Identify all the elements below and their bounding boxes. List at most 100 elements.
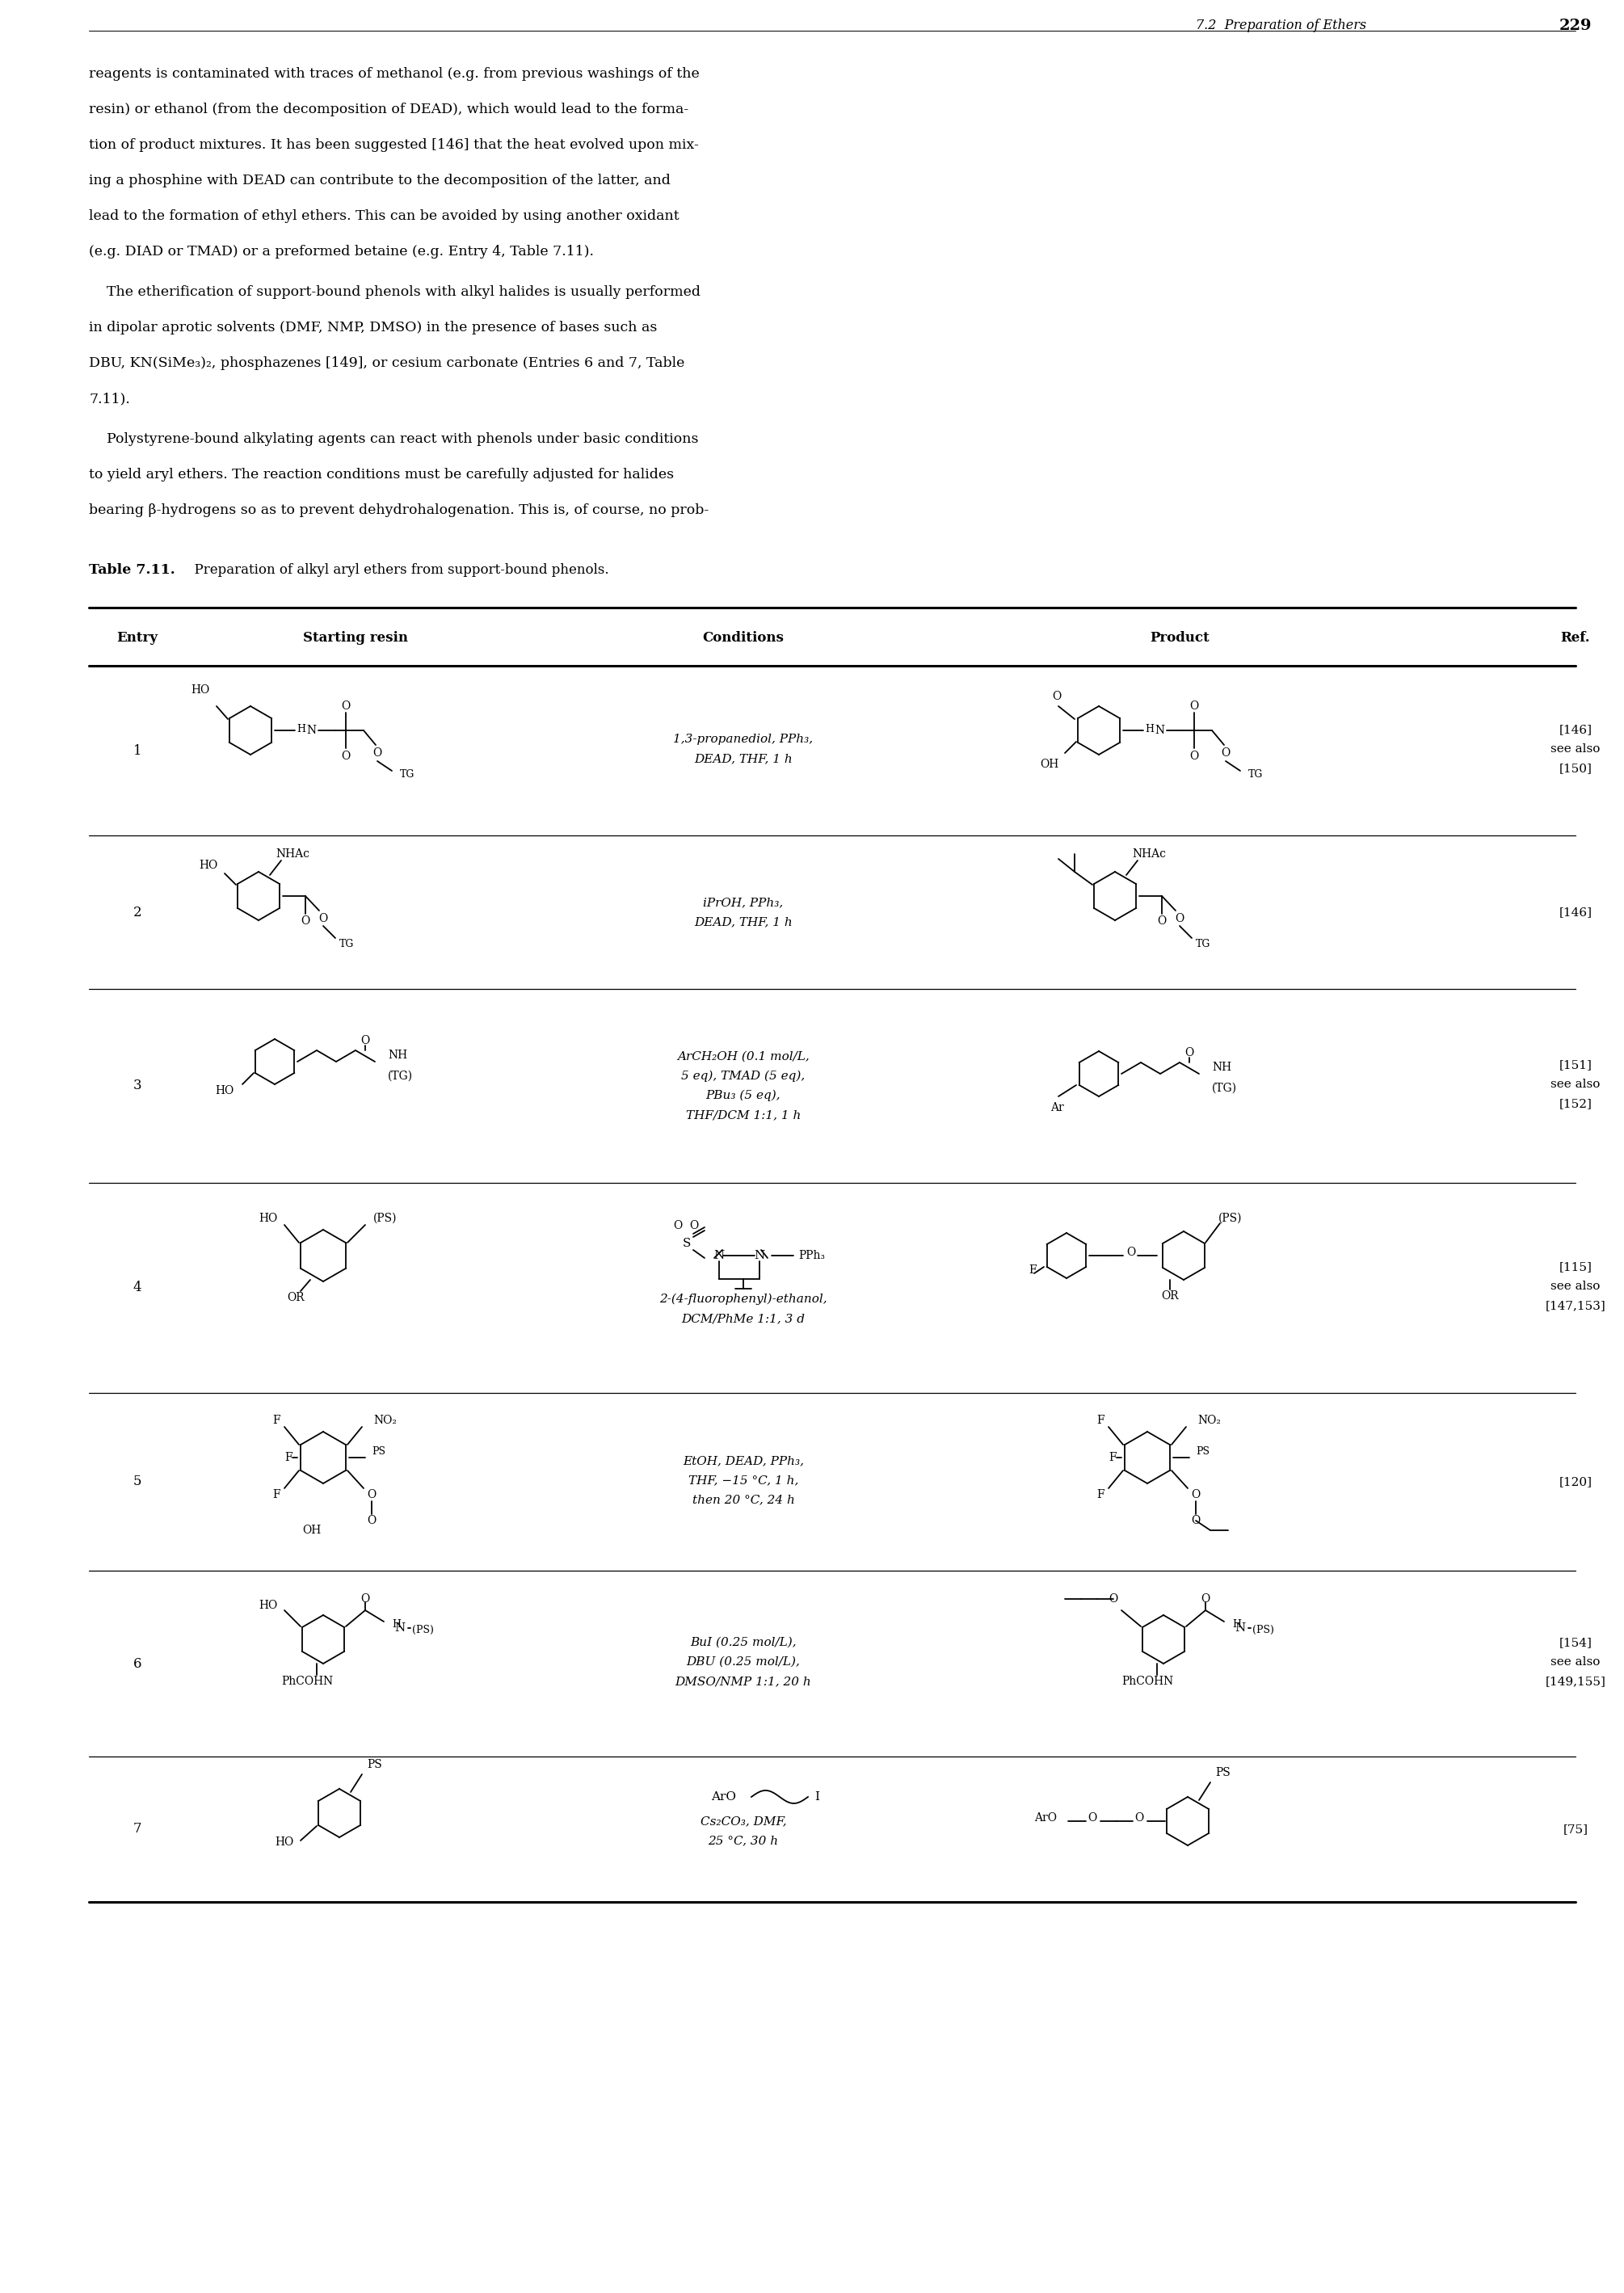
Text: O: O: [318, 913, 328, 924]
Text: H: H: [1145, 725, 1155, 734]
Text: O: O: [341, 699, 351, 711]
Text: Product: Product: [1150, 631, 1210, 644]
Text: O: O: [1052, 690, 1062, 702]
Text: O: O: [1109, 1594, 1117, 1605]
Text: ing a phosphine with DEAD can contribute to the decomposition of the latter, and: ing a phosphine with DEAD can contribute…: [89, 174, 671, 188]
Text: H: H: [391, 1619, 401, 1630]
Text: N: N: [713, 1250, 724, 1261]
Text: DEAD, THF, 1 h: DEAD, THF, 1 h: [693, 752, 793, 764]
Text: PhCOHN: PhCOHN: [281, 1676, 333, 1688]
Text: H: H: [1233, 1619, 1241, 1630]
Text: OH: OH: [1039, 759, 1059, 770]
Text: O: O: [1158, 915, 1166, 926]
Text: O: O: [1127, 1247, 1135, 1259]
Text: Conditions: Conditions: [703, 631, 784, 644]
Text: ArO: ArO: [1034, 1811, 1057, 1823]
Text: PPh₃: PPh₃: [799, 1250, 825, 1261]
Text: O: O: [1135, 1811, 1143, 1823]
Text: O: O: [367, 1516, 377, 1527]
Text: HO: HO: [276, 1837, 294, 1848]
Text: PS: PS: [1215, 1768, 1231, 1779]
Text: 25 °C, 30 h: 25 °C, 30 h: [708, 1834, 778, 1846]
Text: [147,153]: [147,153]: [1546, 1300, 1606, 1312]
Text: reagents is contaminated with traces of methanol (e.g. from previous washings of: reagents is contaminated with traces of …: [89, 66, 700, 80]
Text: O  O: O O: [674, 1220, 700, 1231]
Text: O: O: [361, 1034, 370, 1046]
Text: Ref.: Ref.: [1561, 631, 1590, 644]
Text: O: O: [361, 1594, 370, 1605]
Text: iPrOH, PPh₃,: iPrOH, PPh₃,: [703, 897, 783, 908]
Text: 1,3-propanediol, PPh₃,: 1,3-propanediol, PPh₃,: [674, 734, 814, 745]
Text: DBU (0.25 mol/L),: DBU (0.25 mol/L),: [687, 1656, 801, 1667]
Text: [151]: [151]: [1559, 1059, 1592, 1071]
Text: F: F: [1028, 1263, 1036, 1275]
Text: [120]: [120]: [1559, 1477, 1592, 1488]
Text: F: F: [273, 1415, 281, 1426]
Text: (PS): (PS): [374, 1213, 398, 1224]
Text: PhCOHN: PhCOHN: [1121, 1676, 1173, 1688]
Text: PS: PS: [372, 1447, 385, 1456]
Text: [149,155]: [149,155]: [1546, 1676, 1606, 1688]
Text: [146]: [146]: [1559, 906, 1592, 917]
Text: F: F: [273, 1488, 281, 1500]
Text: N: N: [754, 1250, 765, 1261]
Text: 5 eq), TMAD (5 eq),: 5 eq), TMAD (5 eq),: [682, 1071, 806, 1082]
Text: Table 7.11.: Table 7.11.: [89, 564, 175, 578]
Text: Ar: Ar: [1051, 1103, 1064, 1114]
Text: see also: see also: [1551, 1279, 1600, 1291]
Text: 7: 7: [133, 1823, 141, 1837]
Text: N: N: [1234, 1623, 1246, 1633]
Text: 4: 4: [133, 1282, 141, 1296]
Text: DMSO/NMP 1:1, 20 h: DMSO/NMP 1:1, 20 h: [676, 1676, 812, 1688]
Text: OR: OR: [287, 1291, 304, 1302]
Text: NHAc: NHAc: [1132, 848, 1166, 860]
Text: see also: see also: [1551, 743, 1600, 754]
Text: TG: TG: [339, 940, 354, 949]
Text: N: N: [307, 725, 317, 736]
Text: ArO: ArO: [711, 1791, 736, 1802]
Text: [152]: [152]: [1559, 1098, 1592, 1110]
Text: (TG): (TG): [388, 1071, 412, 1082]
Text: O: O: [1192, 1516, 1200, 1527]
Text: HO: HO: [260, 1213, 278, 1224]
Text: 6: 6: [133, 1658, 141, 1672]
Text: (TG): (TG): [1212, 1082, 1237, 1094]
Text: [154]: [154]: [1559, 1637, 1592, 1649]
Text: N: N: [1155, 725, 1164, 736]
Text: Entry: Entry: [117, 631, 158, 644]
Text: TG: TG: [1195, 940, 1210, 949]
Text: PBu₃ (5 eq),: PBu₃ (5 eq),: [706, 1089, 781, 1101]
Text: Starting resin: Starting resin: [304, 631, 408, 644]
Text: OH: OH: [302, 1525, 322, 1536]
Text: O: O: [374, 748, 382, 759]
Text: see also: see also: [1551, 1078, 1600, 1089]
Text: O: O: [300, 915, 310, 926]
Text: resin) or ethanol (from the decomposition of DEAD), which would lead to the form: resin) or ethanol (from the decompositio…: [89, 103, 689, 117]
Text: NHAc: NHAc: [276, 848, 310, 860]
Text: NH: NH: [388, 1050, 408, 1062]
Text: The etherification of support-bound phenols with alkyl halides is usually perfor: The etherification of support-bound phen…: [89, 284, 700, 298]
Text: O: O: [1186, 1048, 1194, 1059]
Text: tion of product mixtures. It has been suggested [146] that the heat evolved upon: tion of product mixtures. It has been su…: [89, 138, 698, 151]
Text: DCM/PhMe 1:1, 3 d: DCM/PhMe 1:1, 3 d: [682, 1314, 806, 1325]
Text: DEAD, THF, 1 h: DEAD, THF, 1 h: [693, 917, 793, 929]
Text: I: I: [814, 1791, 818, 1802]
Text: S: S: [682, 1238, 690, 1250]
Text: Preparation of alkyl aryl ethers from support-bound phenols.: Preparation of alkyl aryl ethers from su…: [185, 564, 609, 578]
Text: O: O: [1190, 699, 1199, 711]
Text: EtOH, DEAD, PPh₃,: EtOH, DEAD, PPh₃,: [682, 1456, 804, 1468]
Text: OR: OR: [1161, 1291, 1179, 1302]
Text: 1: 1: [133, 743, 141, 757]
Text: NO₂: NO₂: [1197, 1415, 1221, 1426]
Text: O: O: [1190, 750, 1199, 761]
Text: NO₂: NO₂: [374, 1415, 396, 1426]
Text: HO: HO: [200, 860, 218, 871]
Text: NH: NH: [1212, 1062, 1231, 1073]
Text: THF/DCM 1:1, 1 h: THF/DCM 1:1, 1 h: [685, 1110, 801, 1121]
Text: (e.g. DIAD or TMAD) or a preformed betaine (e.g. Entry 4, Table 7.11).: (e.g. DIAD or TMAD) or a preformed betai…: [89, 245, 594, 259]
Text: [115]: [115]: [1559, 1261, 1592, 1273]
Text: THF, −15 °C, 1 h,: THF, −15 °C, 1 h,: [689, 1474, 799, 1486]
Text: PS: PS: [1195, 1447, 1210, 1456]
Text: DBU, KN(SiMe₃)₂, phosphazenes [149], or cesium carbonate (Entries 6 and 7, Table: DBU, KN(SiMe₃)₂, phosphazenes [149], or …: [89, 355, 685, 369]
Text: 2-(4-fluorophenyl)-ethanol,: 2-(4-fluorophenyl)-ethanol,: [659, 1293, 827, 1305]
